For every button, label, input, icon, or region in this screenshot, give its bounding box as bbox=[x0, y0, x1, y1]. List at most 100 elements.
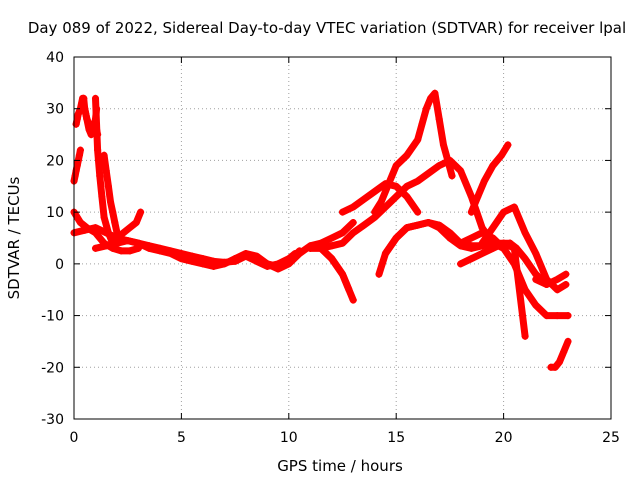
data-point bbox=[76, 218, 84, 226]
y-tick-label: 20 bbox=[46, 153, 64, 169]
data-point bbox=[506, 239, 514, 247]
data-point bbox=[167, 250, 175, 258]
data-point bbox=[102, 242, 110, 250]
data-point bbox=[553, 312, 561, 320]
data-point bbox=[349, 218, 357, 226]
series-line bbox=[317, 244, 353, 294]
data-point bbox=[562, 270, 570, 278]
data-point bbox=[467, 234, 475, 242]
data-point bbox=[543, 281, 551, 289]
series-line bbox=[371, 89, 456, 216]
data-point bbox=[109, 208, 117, 216]
data-point bbox=[156, 247, 164, 255]
series-line bbox=[306, 156, 514, 252]
data-point bbox=[403, 151, 411, 159]
x-tick-label: 0 bbox=[70, 430, 79, 446]
series-trace-23 bbox=[547, 337, 572, 371]
data-point bbox=[467, 208, 475, 216]
data-point bbox=[384, 182, 392, 190]
data-point bbox=[94, 146, 102, 154]
x-tick-label: 15 bbox=[387, 430, 405, 446]
data-point bbox=[521, 255, 529, 263]
data-point bbox=[73, 162, 81, 170]
y-tick-label: 10 bbox=[46, 205, 64, 221]
data-point bbox=[93, 105, 101, 113]
data-point bbox=[392, 234, 400, 242]
data-point bbox=[424, 218, 432, 226]
y-tick-label: 30 bbox=[46, 102, 64, 118]
data-point bbox=[439, 141, 447, 149]
data-point bbox=[478, 229, 486, 237]
data-point bbox=[551, 363, 559, 371]
data-point bbox=[435, 115, 443, 123]
data-point bbox=[113, 234, 121, 242]
series-trace-16 bbox=[371, 89, 456, 216]
data-point bbox=[75, 151, 83, 159]
data-point bbox=[339, 239, 346, 247]
data-point bbox=[274, 265, 282, 273]
data-point bbox=[339, 270, 346, 278]
y-tick-label: -30 bbox=[41, 412, 64, 428]
data-point bbox=[91, 94, 99, 102]
series-trace-05 bbox=[81, 105, 101, 139]
data-point bbox=[242, 250, 250, 258]
data-point bbox=[100, 151, 108, 159]
series-trace-22 bbox=[532, 270, 570, 289]
data-point bbox=[107, 198, 115, 206]
series-line bbox=[467, 141, 512, 216]
plot-area-frame bbox=[73, 56, 612, 420]
data-point bbox=[349, 296, 357, 304]
data-point bbox=[521, 286, 529, 294]
data-point bbox=[489, 224, 497, 232]
data-point bbox=[562, 281, 570, 289]
series-trace-12 bbox=[306, 244, 357, 304]
data-point bbox=[371, 208, 379, 216]
axis-ticks: 0 5 10 15 20 25 -30 -20 -10 0 10 20 30 40 bbox=[41, 50, 620, 446]
data-point bbox=[306, 244, 314, 252]
data-point bbox=[98, 193, 106, 201]
data-point bbox=[104, 182, 112, 190]
data-point bbox=[317, 244, 325, 252]
data-point bbox=[543, 312, 551, 320]
data-point bbox=[91, 115, 99, 123]
data-point bbox=[87, 131, 95, 139]
data-point bbox=[102, 167, 110, 175]
data-point bbox=[126, 247, 134, 255]
data-point bbox=[500, 208, 508, 216]
series-trace-21 bbox=[478, 203, 570, 294]
data-point bbox=[521, 332, 529, 340]
series-trace-19 bbox=[446, 229, 572, 320]
data-point bbox=[83, 115, 91, 123]
data-point bbox=[91, 229, 99, 237]
x-tick-label: 25 bbox=[602, 430, 620, 446]
data-point bbox=[532, 301, 540, 309]
data-point bbox=[414, 136, 422, 144]
data-point bbox=[328, 234, 336, 242]
data-point bbox=[532, 250, 540, 258]
data-point bbox=[132, 218, 140, 226]
data-point bbox=[117, 247, 125, 255]
data-point bbox=[137, 208, 145, 216]
data-point bbox=[96, 172, 104, 180]
data-point bbox=[339, 229, 346, 237]
data-point bbox=[74, 110, 82, 118]
data-point bbox=[414, 221, 422, 229]
data-point bbox=[285, 260, 293, 268]
data-point bbox=[500, 239, 508, 247]
data-point bbox=[349, 203, 357, 211]
data-point bbox=[349, 229, 357, 237]
data-point bbox=[371, 187, 379, 195]
data-point bbox=[435, 162, 443, 170]
series-line bbox=[532, 270, 570, 288]
data-point bbox=[102, 229, 110, 237]
data-point bbox=[328, 242, 336, 250]
data-point bbox=[510, 203, 518, 211]
data-point bbox=[119, 229, 127, 237]
data-point bbox=[220, 260, 228, 268]
data-point bbox=[199, 260, 207, 268]
data-point bbox=[134, 239, 142, 247]
data-point bbox=[467, 193, 475, 201]
data-point bbox=[427, 94, 435, 102]
data-point bbox=[381, 250, 389, 258]
data-point bbox=[457, 167, 465, 175]
